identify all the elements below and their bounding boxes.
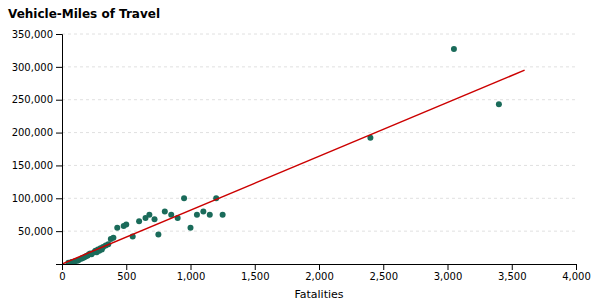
x-tick-mark xyxy=(255,264,256,270)
y-tick-label: 350,000 xyxy=(12,29,53,40)
x-tick: 3,000 xyxy=(434,264,463,282)
x-axis-title: Fatalities xyxy=(294,288,343,301)
plot: 0 500 1,000 1,500 2,000 2,500 3,000 3,500 4,000 5… xyxy=(12,29,591,282)
y-tick-label: 100,000 xyxy=(12,193,53,204)
x-tick-label: 1,000 xyxy=(177,271,206,282)
y-tick-mark xyxy=(56,100,62,101)
point xyxy=(136,218,142,224)
y-tick-mark xyxy=(56,231,62,232)
y-tick-label: 250,000 xyxy=(12,94,53,105)
y-tick: 50,000 xyxy=(18,226,62,237)
y-tick: 350,000 xyxy=(12,29,62,40)
x-tick: 2,500 xyxy=(369,264,398,282)
points xyxy=(65,46,501,264)
x-tick: 1,500 xyxy=(241,264,270,282)
y-tick: 150,000 xyxy=(12,160,62,171)
grid-line xyxy=(62,34,576,35)
point xyxy=(162,208,168,214)
x-tick-mark xyxy=(576,264,577,270)
grid-line xyxy=(62,165,576,166)
y-axis: 50,000 100,000 150,000 200,000 250,000 300,00… xyxy=(12,29,63,265)
y-tick: 250,000 xyxy=(12,94,62,105)
x-axis-line xyxy=(63,265,577,271)
grid xyxy=(62,34,576,231)
marks xyxy=(62,46,525,264)
chart: 0 500 1,000 1,500 2,000 2,500 3,000 3,500 4,000 5… xyxy=(0,0,600,304)
y-tick-label: 200,000 xyxy=(12,127,53,138)
point xyxy=(181,195,187,201)
y-axis-title: Vehicle-Miles of Travel xyxy=(8,7,160,21)
point xyxy=(146,212,152,218)
x-tick-label: 3,500 xyxy=(498,271,527,282)
x-tick-label: 4,000 xyxy=(562,271,591,282)
x-tick-label: 3,000 xyxy=(434,271,463,282)
grid-line xyxy=(62,198,576,199)
x-tick-mark xyxy=(126,264,127,270)
grid-line xyxy=(62,132,576,133)
x-tick: 0 xyxy=(59,264,65,282)
y-tick-mark xyxy=(56,165,62,166)
x-tick-mark xyxy=(191,264,192,270)
x-tick-label: 0 xyxy=(59,271,65,282)
x-tick-label: 2,500 xyxy=(369,271,398,282)
y-axis-line xyxy=(56,35,63,265)
point xyxy=(194,212,200,218)
y-tick-label: 50,000 xyxy=(18,226,53,237)
grid-line xyxy=(62,99,576,100)
x-tick-mark xyxy=(448,264,449,270)
y-tick-mark xyxy=(56,133,62,134)
point xyxy=(114,225,120,231)
y-tick-label: 150,000 xyxy=(12,160,53,171)
point xyxy=(220,212,226,218)
y-tick-label: 300,000 xyxy=(12,62,53,73)
grid-line xyxy=(62,66,576,67)
x-tick: 3,500 xyxy=(498,264,527,282)
point xyxy=(155,231,161,237)
x-tick-mark xyxy=(319,264,320,270)
point xyxy=(451,46,457,52)
point xyxy=(123,222,129,228)
x-tick-label: 500 xyxy=(117,271,136,282)
y-tick-mark xyxy=(56,34,62,35)
x-tick-label: 1,500 xyxy=(241,271,270,282)
x-tick-label: 2,000 xyxy=(305,271,334,282)
trend-line xyxy=(62,70,525,264)
point xyxy=(496,101,502,107)
x-tick: 2,000 xyxy=(305,264,334,282)
y-tick-mark xyxy=(56,198,62,199)
x-tick: 1,000 xyxy=(177,264,206,282)
x-axis: 0 500 1,000 1,500 2,000 2,500 3,000 3,500 4,000 xyxy=(59,264,591,282)
x-tick: 4,000 xyxy=(562,264,591,282)
point xyxy=(207,212,213,218)
point xyxy=(188,225,194,231)
y-tick-mark xyxy=(56,67,62,68)
y-tick: 200,000 xyxy=(12,127,62,138)
x-tick-mark xyxy=(383,264,384,270)
x-tick: 500 xyxy=(117,264,136,282)
point xyxy=(152,216,158,222)
x-tick-mark xyxy=(512,264,513,270)
point xyxy=(110,235,116,241)
y-tick: 300,000 xyxy=(12,62,62,73)
point xyxy=(200,208,206,214)
y-tick: 100,000 xyxy=(12,193,62,204)
